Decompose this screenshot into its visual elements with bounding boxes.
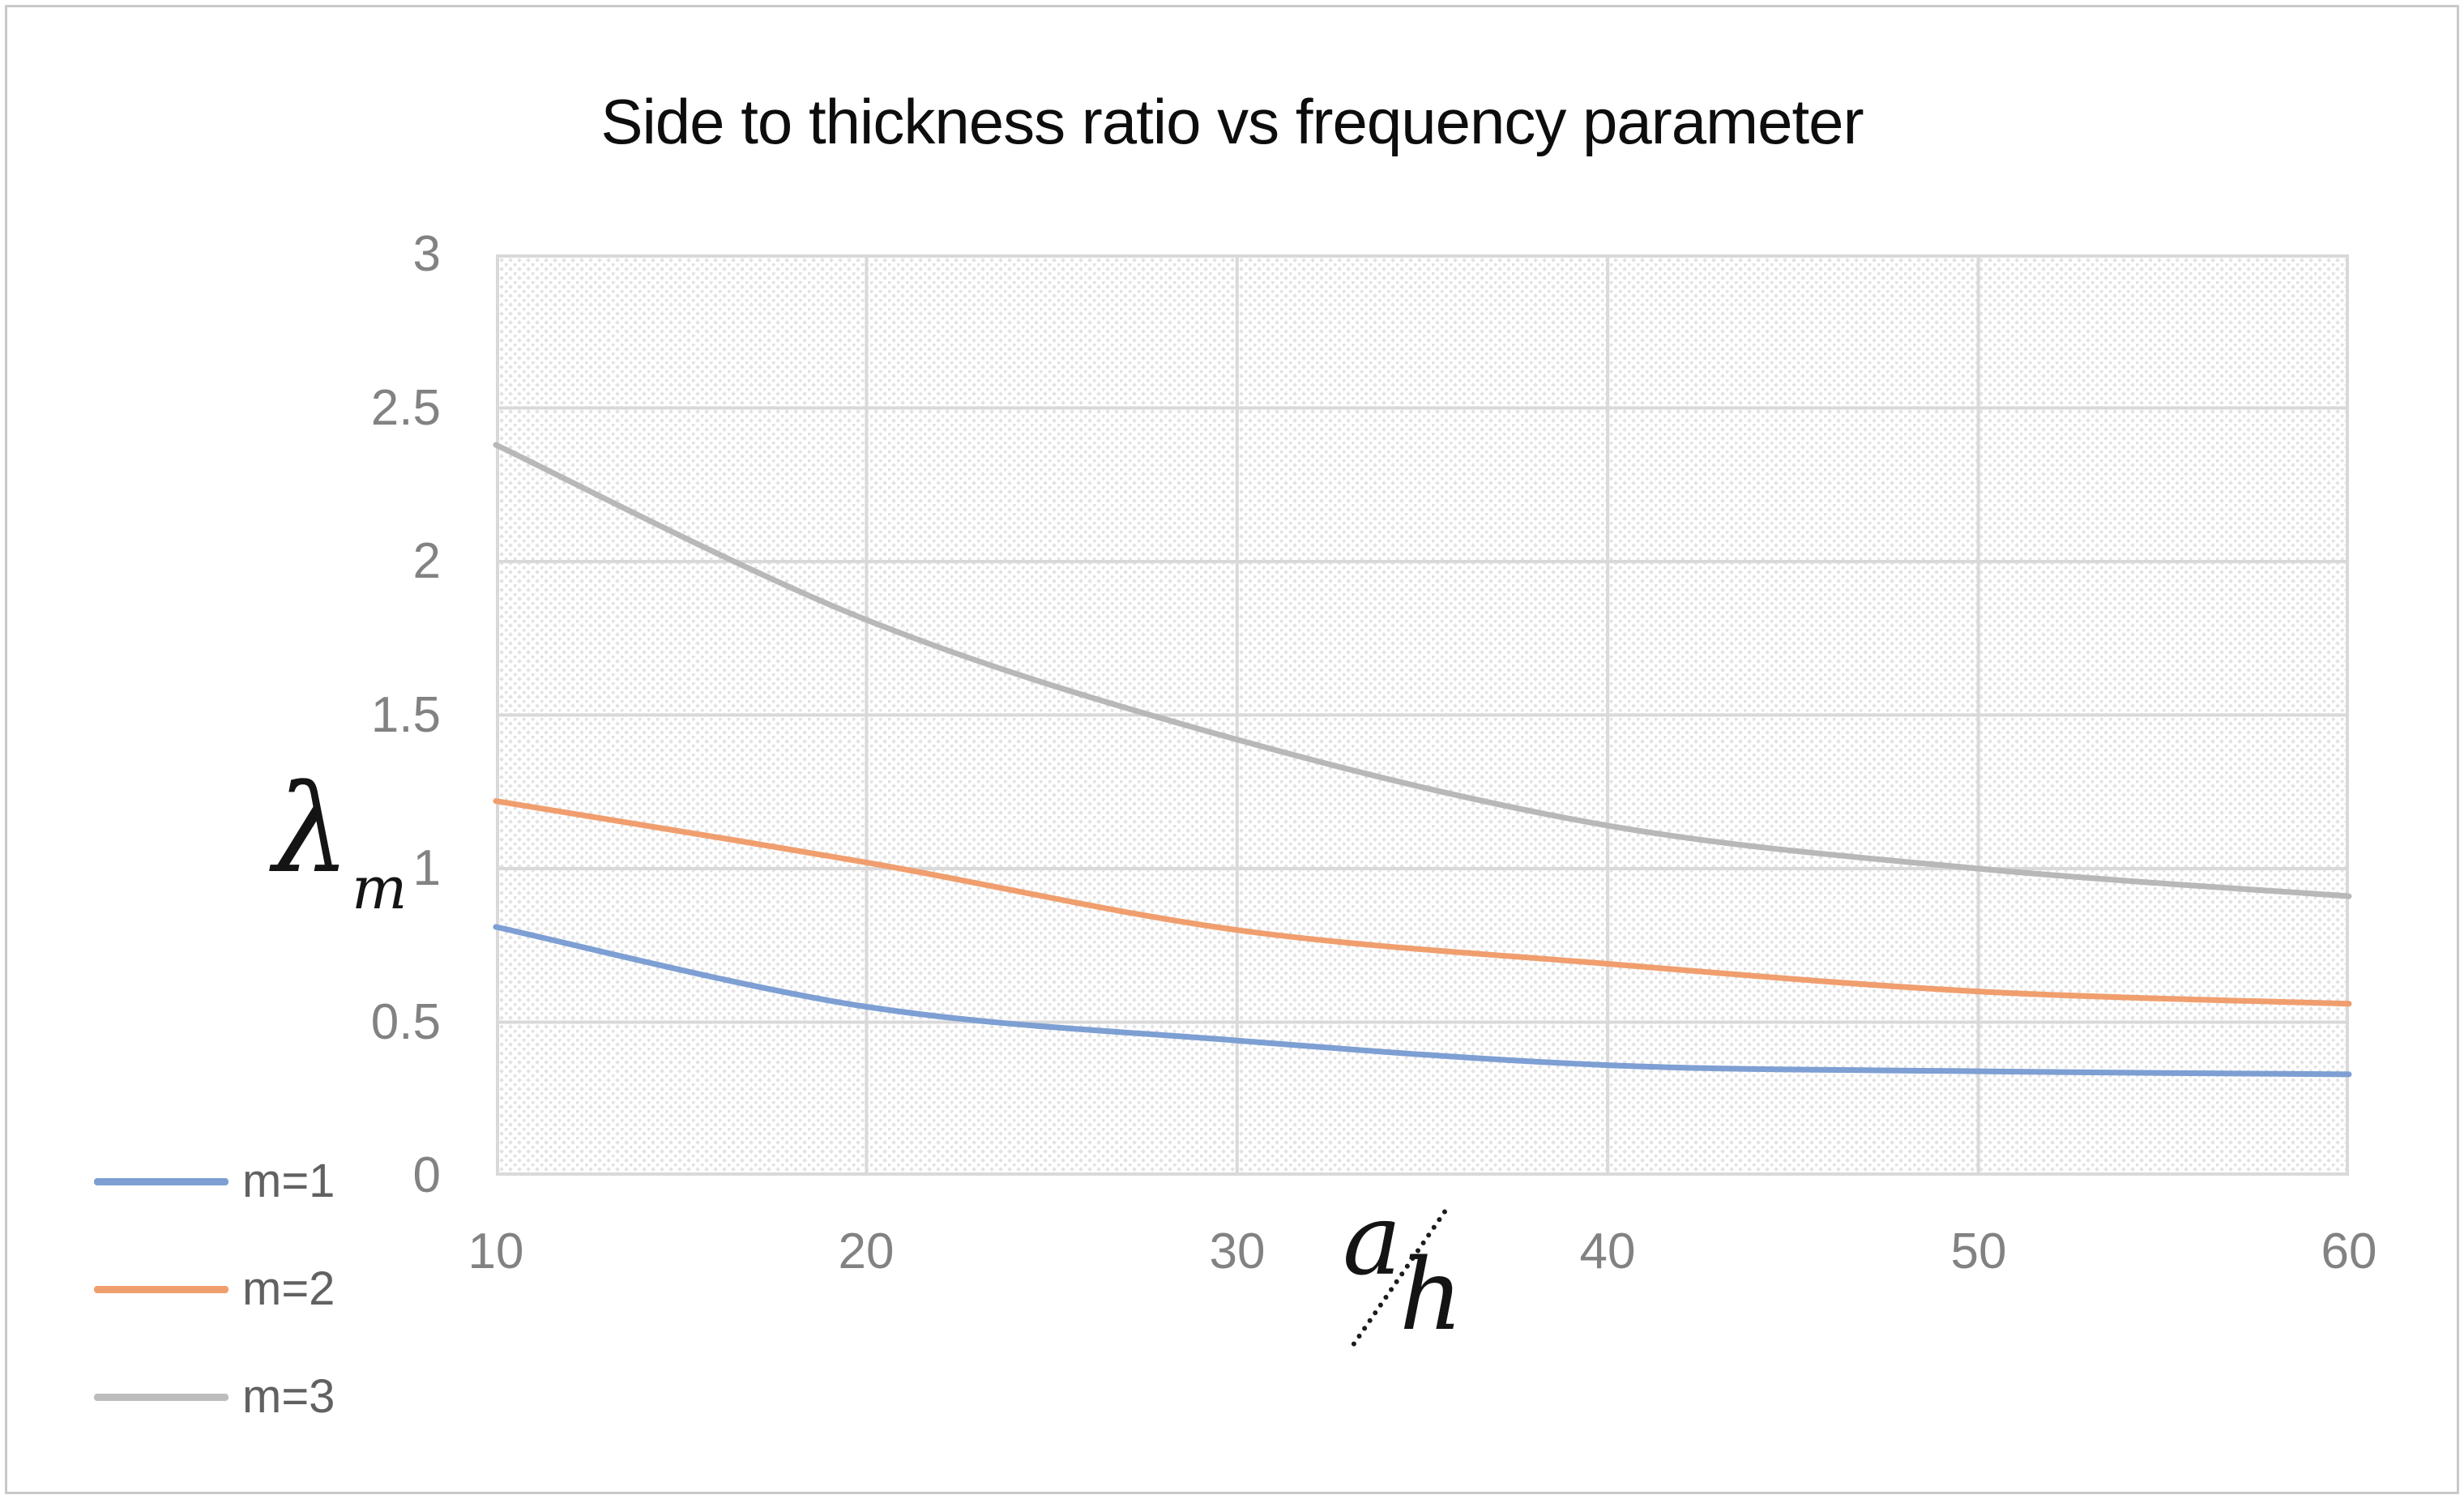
legend-label-m3: m=3 <box>242 1370 335 1423</box>
y-tick-label: 1.5 <box>370 687 441 743</box>
series-line-m2[interactable] <box>493 798 2352 1007</box>
y-tick-label: 0.5 <box>370 994 441 1050</box>
y-tick-label: 2.5 <box>370 380 441 436</box>
y-tick-label: 1 <box>412 840 441 896</box>
x-tick-label: 10 <box>468 1224 524 1279</box>
series-line-m1[interactable] <box>493 924 2352 1078</box>
lambda-subscript: m <box>352 854 408 922</box>
legend-line-swatch-m3 <box>94 1394 228 1401</box>
chart-title: Side to thickness ratio vs frequency par… <box>600 86 1864 157</box>
legend-line-swatch-m1 <box>94 1178 228 1185</box>
lambda-symbol: λ <box>273 759 351 900</box>
gridlines <box>496 254 2349 1176</box>
legend-label-m2: m=2 <box>242 1262 335 1315</box>
x-tick-label: 40 <box>1579 1224 1636 1279</box>
plot-canvas <box>493 254 2352 1176</box>
x-axis-title-numerator: a <box>1343 1182 1402 1297</box>
legend-line-swatch-m2 <box>94 1286 228 1293</box>
chart-figure: Side to thickness ratio vs frequency par… <box>5 5 2459 1494</box>
legend-label-m1: m=1 <box>242 1155 335 1207</box>
x-tick-label: 20 <box>838 1224 895 1279</box>
y-axis-title: λm <box>273 759 407 922</box>
y-tick-label: 0 <box>412 1147 441 1203</box>
x-tick-label: 50 <box>1950 1224 2007 1279</box>
x-tick-label: 60 <box>2321 1224 2377 1279</box>
x-axis-title-denominator: h <box>1399 1237 1463 1352</box>
plot-area <box>493 254 2352 1176</box>
series-line-m3[interactable] <box>493 442 2352 899</box>
x-axis-title: a h <box>1336 1182 1531 1362</box>
x-tick-label: 30 <box>1209 1224 1266 1279</box>
y-tick-label: 3 <box>412 226 441 282</box>
y-tick-label: 2 <box>412 533 441 589</box>
